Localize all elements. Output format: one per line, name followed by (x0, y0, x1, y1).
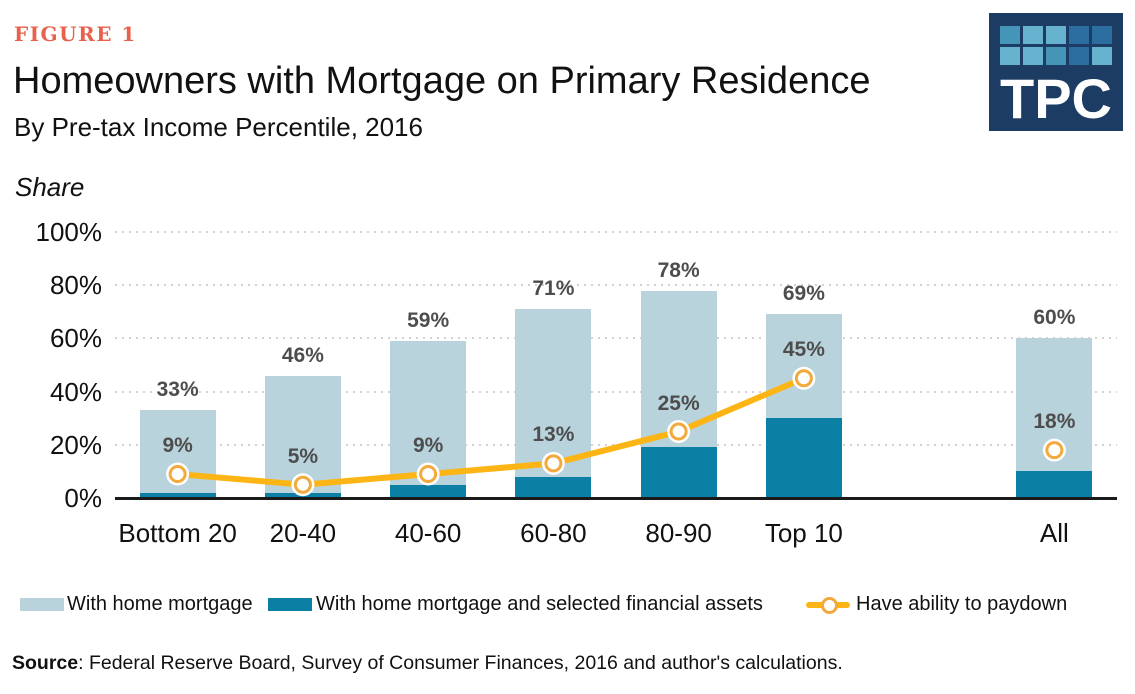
line-value-label: 5% (287, 444, 319, 468)
bar-total-value-label: 60% (1033, 306, 1076, 330)
bar-mortgage-and-assets (640, 447, 717, 498)
y-gridline (115, 390, 1117, 393)
logo-grid-square (1069, 47, 1089, 65)
x-axis-tick-label: 40-60 (394, 518, 462, 548)
bar-mortgage-and-assets (765, 418, 842, 498)
y-axis-tick-label: 100% (35, 217, 103, 247)
logo-grid-square (1069, 26, 1089, 44)
ability-to-paydown-line (177, 375, 806, 488)
logo-grid-square (1023, 26, 1043, 44)
bar-total-value-label: 59% (407, 309, 450, 333)
line-value-label: 9% (412, 434, 444, 458)
legend-line-icon-ability-to-paydown (806, 597, 850, 614)
source-note: Source: Federal Reserve Board, Survey of… (12, 652, 843, 675)
source-text: : Federal Reserve Board, Survey of Consu… (78, 652, 843, 674)
line-value-label: 25% (657, 391, 700, 415)
bar-total-value-label: 33% (156, 378, 199, 402)
bar-mortgage-and-assets (515, 476, 592, 498)
legend-circle-marker-icon (821, 597, 838, 614)
bar-total-value-label: 78% (657, 258, 700, 282)
y-axis-tick-label: 40% (49, 376, 102, 407)
line-marker-circle (293, 475, 312, 494)
line-value-label: 9% (162, 434, 193, 458)
legend-swatch-mortgage-and-assets (268, 598, 312, 611)
logo-grid-square (1000, 47, 1020, 65)
bar-mortgage-and-assets (390, 484, 467, 498)
line-marker-circle (544, 454, 563, 473)
line-marker-circle (669, 422, 688, 441)
ability-to-paydown-line-chart (166, 366, 1066, 497)
line-marker-circle (1045, 441, 1064, 460)
x-axis-tick-label: All (1039, 518, 1069, 548)
legend-label-with-home-mortgage: With home mortgage (67, 593, 253, 615)
x-axis-tick-label: 80-90 (645, 518, 712, 548)
logo-grid-square (1046, 47, 1066, 65)
y-axis-tick-label: 20% (49, 429, 102, 460)
bar-total-value-label: 46% (281, 343, 324, 367)
x-axis-line (115, 497, 1117, 500)
logo-grid-square (1046, 26, 1066, 44)
source-label: Source (12, 652, 79, 674)
logo-grid-square (1092, 47, 1112, 65)
y-axis-tick-label: 0% (64, 483, 102, 513)
logo-grid-square (1092, 26, 1112, 44)
tpc-logo-grid (1000, 26, 1112, 65)
y-axis-tick-label: 60% (49, 323, 102, 354)
bar-with-home-mortgage (1016, 338, 1093, 498)
logo-grid-square (1000, 26, 1020, 44)
line-marker-circle (168, 465, 187, 484)
line-value-label: 45% (782, 338, 825, 362)
logo-grid-square (1023, 47, 1043, 65)
bar-total-value-label: 69% (782, 282, 825, 306)
y-axis-tick-label: 80% (49, 270, 102, 301)
line-marker-circle (419, 465, 438, 484)
y-gridline (115, 231, 1117, 233)
legend-label-mortgage-and-assets: With home mortgage and selected financia… (316, 593, 763, 615)
line-marker-circle (794, 369, 813, 388)
bar-total-value-label: 71% (532, 277, 575, 301)
y-gridline (115, 284, 1117, 287)
tpc-logo-text: TPC (1000, 67, 1112, 130)
x-axis-tick-label: Top 10 (764, 518, 843, 548)
x-axis-tick-label: Bottom 20 (118, 518, 237, 548)
tpc-logo: TPC (989, 13, 1123, 131)
y-gridline (115, 337, 1117, 340)
line-value-label: 13% (532, 423, 575, 447)
chart-title: Homeowners with Mortgage on Primary Resi… (13, 60, 871, 102)
legend-label-ability-to-paydown: Have ability to paydown (856, 593, 1068, 615)
y-axis-unit-label: Share (15, 172, 85, 202)
bar-mortgage-and-assets (139, 492, 216, 498)
legend-swatch-with-home-mortgage (20, 598, 64, 611)
x-axis-tick-label: 20-40 (269, 518, 337, 548)
x-axis-tick-label: 60-80 (520, 518, 587, 548)
figure-number-label: FIGURE 1 (14, 22, 137, 46)
chart-subtitle: By Pre-tax Income Percentile, 2016 (14, 112, 423, 142)
bar-mortgage-and-assets (1016, 471, 1093, 498)
line-value-label: 18% (1033, 410, 1076, 434)
